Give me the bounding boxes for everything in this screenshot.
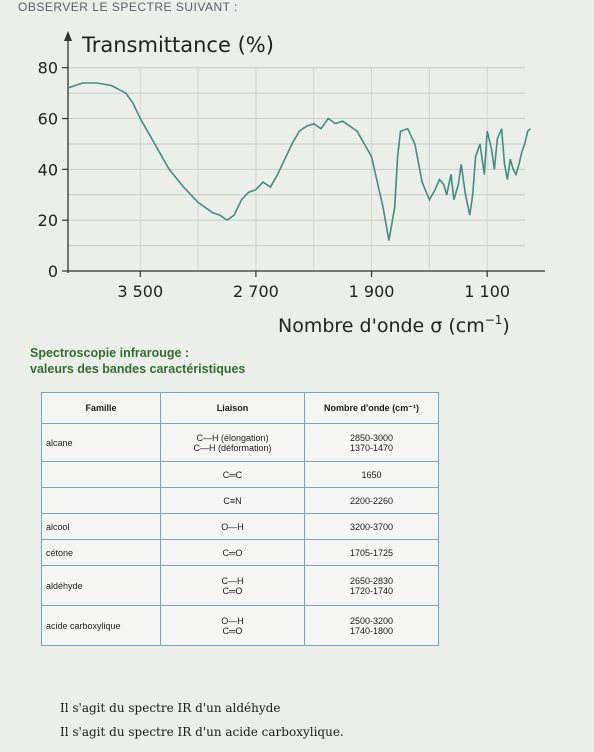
cell-liaison: O—H C═O [160,605,305,646]
y-ticks: 0 20 40 60 80 [38,59,68,281]
table-row: aldéhyde C—H C═O 2650-2830 1720-1740 [41,565,439,606]
y-tick-label: 80 [38,59,58,78]
cell-famille [41,461,161,488]
header-liaison: Liaison [160,392,305,424]
cell-famille: acide carboxylique [41,605,161,646]
x-tick-label: 1 900 [349,282,395,301]
cell-nombre: 2500-3200 1740-1800 [304,605,439,646]
cell-nombre: 1650 [304,461,439,488]
cell-nombre: 1705-1725 [304,539,439,566]
x-axis-label: Nombre d'onde σ (cm−1) [278,313,510,337]
x-ticks: 3 500 2 700 1 900 1 100 [117,271,510,301]
y-tick-label: 20 [38,211,58,230]
table-row: acide carboxylique O—H C═O 2500-3200 1740-… [41,605,439,646]
cell-liaison: O—H [160,513,305,540]
chart-grid [68,67,525,271]
cell-famille: alcool [41,513,161,540]
y-tick-label: 40 [38,160,58,179]
table-row: C═C 1650 [41,461,439,488]
table-row: alcool O—H 3200-3700 [41,513,439,540]
cell-nombre: 2650-2830 1720-1740 [304,565,439,606]
cell-famille: alcane [41,423,161,462]
table-header-row: Famille Liaison Nombre d'onde (cm⁻¹) [41,392,439,424]
answer-aldehyde: Il s'agit du spectre IR d'un aldéhyde [60,701,281,715]
cell-nombre: 2850-3000 1370-1470 [304,423,439,462]
cell-famille: aldéhyde [41,565,161,606]
cell-nombre: 3200-3700 [304,513,439,540]
y-tick-label: 60 [38,110,58,129]
cell-nombre: 2200-2260 [304,487,439,514]
cell-famille [41,487,161,514]
table-row: alcane C—H (élongation) C—H (déformation)… [41,423,439,462]
spectroscopy-title: Spectroscopie infrarouge : [30,346,190,360]
x-axis-label-exponent: −1 [485,313,503,327]
y-tick-label: 0 [48,262,58,281]
cell-liaison: C═C [160,461,305,488]
x-tick-label: 2 700 [233,282,279,301]
ir-bands-table: Famille Liaison Nombre d'onde (cm⁻¹) alc… [41,392,439,646]
answer-carboxylic-acid: Il s'agit du spectre IR d'un acide carbo… [60,725,344,739]
cell-liaison: C═O [160,539,305,566]
cell-liaison: C≡N [160,487,305,514]
table-row: C≡N 2200-2260 [41,487,439,514]
header-famille: Famille [41,392,161,424]
x-tick-label: 3 500 [117,282,163,301]
series-line-transmittance [67,82,532,241]
cell-famille: cétone [41,539,161,566]
x-axis-label-close: ) [502,315,509,337]
spectroscopy-subtitle: valeurs des bandes caractéristiques [30,362,246,376]
cell-liaison: C—H (élongation) C—H (déformation) [160,423,305,462]
exercise-instruction: OBSERVER LE SPECTRE SUIVANT : [18,0,238,14]
header-nombre-onde: Nombre d'onde (cm⁻¹) [304,392,439,424]
x-axis-label-main: Nombre d'onde σ (cm [278,315,485,337]
x-tick-label: 1 100 [464,282,510,301]
y-axis-label: Transmittance (%) [81,33,274,57]
ir-spectrum-chart: 0 20 40 60 80 3 500 2 700 1 900 1 100 Transmitt… [38,31,545,337]
spectroscopy-caption: Spectroscopie infrarouge : valeurs des b… [30,345,245,377]
cell-liaison: C—H C═O [160,565,305,606]
table-row: cétone C═O 1705-1725 [41,539,439,566]
chart-axes [64,31,545,273]
y-axis-arrow [64,31,72,41]
